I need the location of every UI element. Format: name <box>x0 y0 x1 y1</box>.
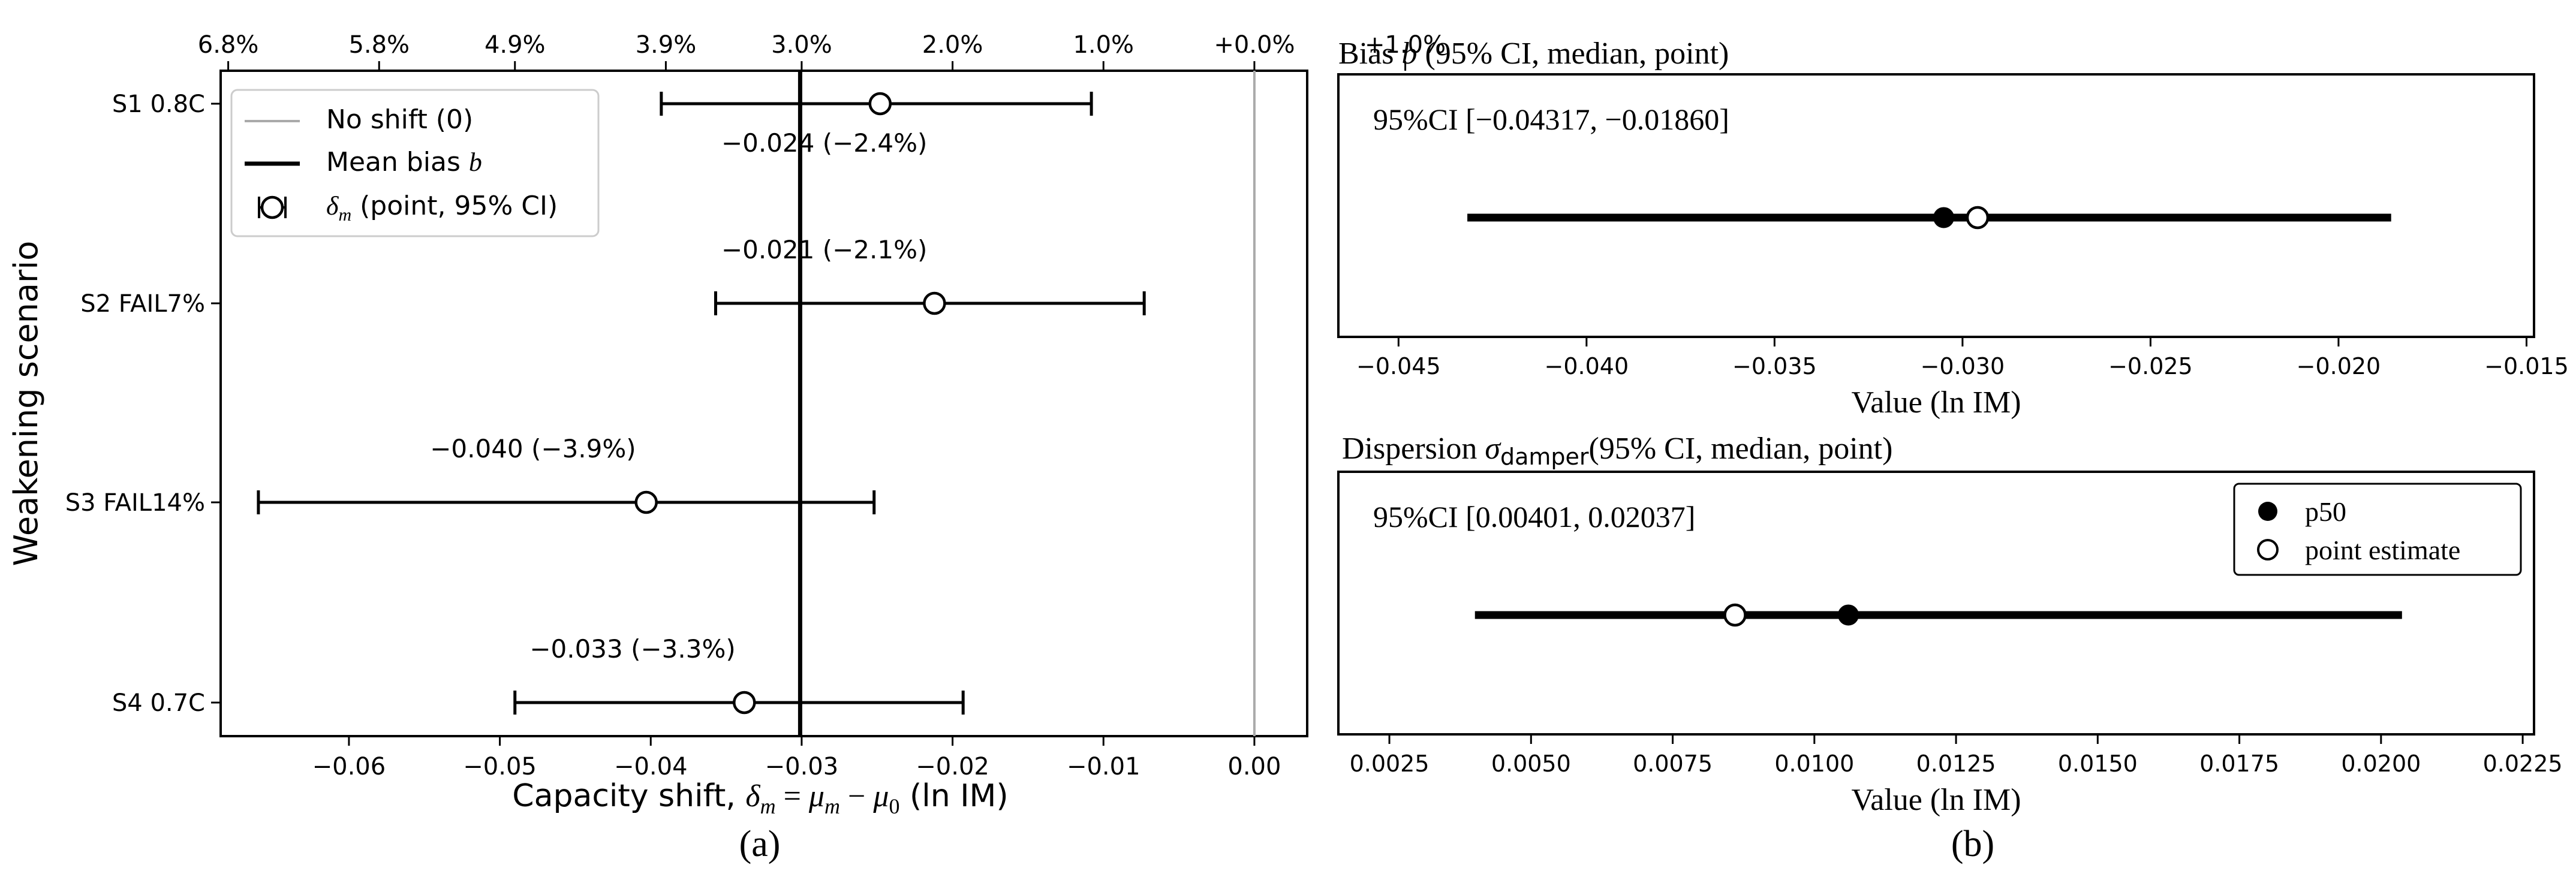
point-annotation: −0.033 (−3.3%) <box>529 634 735 664</box>
legend-mean-bias-label: Mean bias b <box>326 147 482 177</box>
x-tick-label: 0.0225 <box>2483 751 2563 777</box>
top-tick-label: 3.0% <box>771 31 832 59</box>
panel-label-b: (b) <box>1951 824 1994 864</box>
x-tick-label: −0.05 <box>463 753 537 780</box>
ci-annotation: 95%CI [0.00401, 0.02037] <box>1373 500 1695 534</box>
top-tick-label: 2.0% <box>922 31 983 59</box>
median-marker <box>1933 207 1955 228</box>
x-tick-label: −0.06 <box>312 753 386 780</box>
y-tick-label: S4 0.7C <box>112 689 205 717</box>
panel-b-dispersion-interval: Dispersion σdamper(95% CI, median, point… <box>1337 432 2563 817</box>
point-annotation: −0.021 (−2.1%) <box>721 235 927 264</box>
legend-median-label: p50 <box>2305 496 2346 527</box>
chart-title: Dispersion σdamper(95% CI, median, point… <box>1342 432 1892 470</box>
point-marker <box>868 92 892 116</box>
top-tick-label: 1.0% <box>1073 31 1134 59</box>
top-tick-label: 5.8% <box>348 31 410 59</box>
x-tick-label: −0.03 <box>765 753 839 780</box>
panel-a-forest-plot: −0.06 −0.05 −0.04 −0.03 −0.02 −0.01 0.00 6.8% 5.… <box>7 31 1446 818</box>
x-tick-label: 0.0150 <box>2058 751 2138 777</box>
x-tick-label: 0.0050 <box>1491 751 1571 777</box>
x-axis-label: Value (ln IM) <box>1851 783 2021 817</box>
point-estimate-marker <box>1723 603 1747 627</box>
legend-no-shift-label: No shift (0) <box>326 104 473 135</box>
panel-b-bias-interval: Bias b (95% CI, median, point) 95%CI [−0.… <box>1337 37 2569 420</box>
ci-annotation: 95%CI [−0.04317, −0.01860] <box>1373 103 1729 136</box>
plot-frame <box>1337 73 2535 338</box>
x-tick-label: 0.0125 <box>1916 751 1996 777</box>
point-marker <box>634 490 658 514</box>
top-tick-label: 3.9% <box>636 31 697 59</box>
x-tick-label: 0.0075 <box>1633 751 1713 777</box>
legend-frame <box>230 89 600 237</box>
top-tick-label: 6.8% <box>198 31 259 59</box>
legend-point-label: point estimate <box>2305 535 2460 565</box>
legend-median-swatch <box>2258 502 2277 521</box>
y-tick-label: S1 0.8C <box>112 91 205 118</box>
legend-frame <box>2233 483 2522 576</box>
y-tick-label: S2 FAIL7% <box>80 290 205 318</box>
top-tick-label: 4.9% <box>484 31 546 59</box>
plot-frame <box>219 70 1308 737</box>
legend: No shift (0) Mean bias b δm (point, 95% CI… <box>230 89 600 237</box>
plot-frame <box>1337 471 2535 736</box>
x-tick-label: −0.02 <box>916 753 989 780</box>
legend-point-marker <box>260 195 284 219</box>
legend: p50 point estimate <box>2233 483 2522 576</box>
panel-label-a: (a) <box>739 824 781 864</box>
chart-title: Bias b (95% CI, median, point) <box>1338 37 1729 71</box>
x-tick-label: −0.025 <box>2108 353 2193 379</box>
point-marker <box>733 691 756 715</box>
x-tick-label: 0.00 <box>1227 753 1281 780</box>
median-marker <box>1838 604 1859 626</box>
legend-point-label: δm (point, 95% CI) <box>326 191 558 225</box>
point-annotation: −0.024 (−2.4%) <box>721 128 927 158</box>
x-tick-label: 0.0175 <box>2199 751 2279 777</box>
x-tick-label: 0.0025 <box>1350 751 1430 777</box>
legend-point-swatch <box>2257 539 2279 560</box>
point-marker <box>923 291 946 315</box>
x-tick-label: 0.0200 <box>2341 751 2421 777</box>
x-tick-label: −0.030 <box>1921 353 2005 379</box>
y-axis-label: Weakening scenario <box>7 241 45 566</box>
point-annotation: −0.040 (−3.9%) <box>430 434 636 463</box>
x-axis-label: Capacity shift, δm = μm − μ0 (ln IM) <box>512 778 1008 818</box>
x-tick-label: −0.04 <box>614 753 688 780</box>
top-tick-label: +0.0% <box>1214 31 1295 59</box>
point-estimate-marker <box>1966 206 1990 230</box>
x-axis-label: Value (ln IM) <box>1851 385 2021 420</box>
x-tick-label: −0.01 <box>1067 753 1140 780</box>
y-tick-label: S3 FAIL14% <box>65 489 205 517</box>
x-tick-label: −0.015 <box>2484 353 2569 379</box>
x-tick-label: −0.020 <box>2297 353 2381 379</box>
x-tick-label: −0.035 <box>1732 353 1817 379</box>
x-tick-label: −0.040 <box>1545 353 1629 379</box>
top-tick-label: +1.0% <box>1365 31 1446 59</box>
x-tick-label: 0.0100 <box>1774 751 1854 777</box>
x-tick-label: −0.045 <box>1356 353 1441 379</box>
